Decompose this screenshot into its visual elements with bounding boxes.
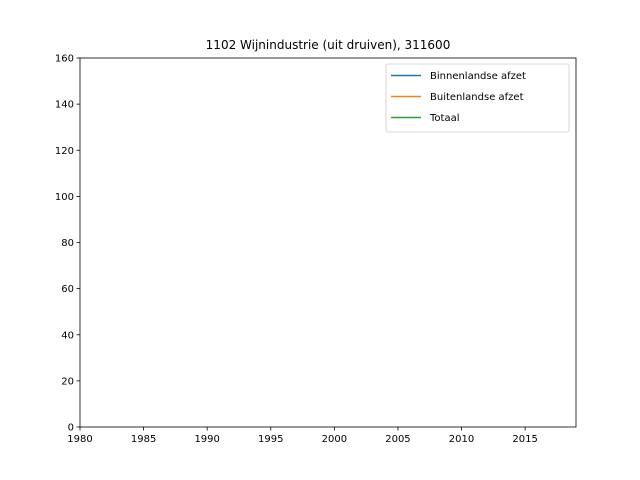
y-tick-label-60: 60 (61, 284, 74, 295)
legend: Binnenlandse afzet Buitenlandse afzet Tota… (385, 63, 570, 133)
x-tick-label-1985: 1985 (131, 434, 156, 445)
chart-title: 1102 Wijnindustrie (uit druiven), 311600 (206, 38, 451, 52)
y-tick-label-20: 20 (61, 376, 74, 387)
x-tick-label-1980: 1980 (67, 434, 92, 445)
x-tick-label-1995: 1995 (258, 434, 283, 445)
x-tick-label-2015: 2015 (512, 434, 537, 445)
x-tick-label-2010: 2010 (449, 434, 474, 445)
legend-label-0: Binnenlandse afzet (430, 71, 526, 82)
x-tick-label-2005: 2005 (385, 434, 410, 445)
legend-label-1: Buitenlandse afzet (430, 92, 524, 103)
x-tick-label-2000: 2000 (322, 434, 347, 445)
x-axis: 1980 1985 1990 1995 2000 2005 2010 2015 (67, 427, 538, 445)
legend-box (385, 63, 570, 133)
y-tick-label-160: 160 (55, 54, 74, 65)
y-tick-label-100: 100 (55, 192, 74, 203)
legend-label-2: Totaal (429, 113, 459, 124)
y-tick-label-0: 0 (68, 423, 74, 434)
y-tick-label-40: 40 (61, 330, 74, 341)
y-tick-label-140: 140 (55, 100, 74, 111)
y-axis: 0 20 40 60 80 100 120 140 160 (55, 54, 80, 434)
x-tick-label-1990: 1990 (194, 434, 219, 445)
y-tick-label-120: 120 (55, 146, 74, 157)
y-tick-label-80: 80 (61, 238, 74, 249)
